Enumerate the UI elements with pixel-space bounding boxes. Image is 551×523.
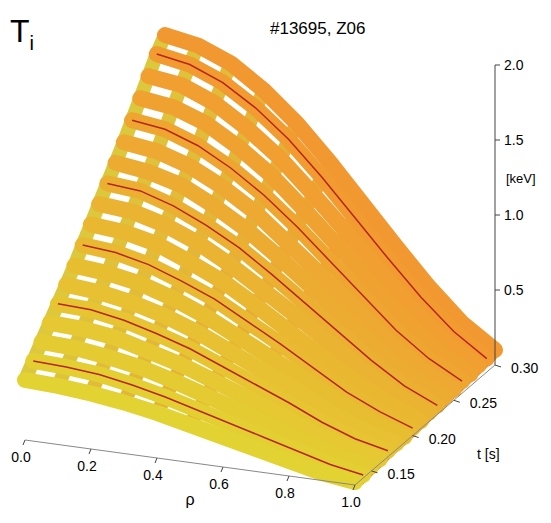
svg-text:0.20: 0.20 [429, 431, 456, 447]
svg-text:0.25: 0.25 [470, 395, 497, 411]
svg-text:1.0: 1.0 [504, 207, 524, 223]
svg-text:0.4: 0.4 [143, 467, 163, 483]
svg-text:2.0: 2.0 [504, 57, 524, 73]
svg-text:1.5: 1.5 [504, 132, 524, 148]
svg-text:1.0: 1.0 [341, 494, 361, 510]
svg-text:0.5: 0.5 [504, 282, 524, 298]
svg-text:t [s]: t [s] [477, 446, 500, 462]
svg-text:0.15: 0.15 [387, 466, 414, 482]
svg-text:0.8: 0.8 [275, 485, 295, 501]
svg-text:#13695, Z06: #13695, Z06 [270, 19, 365, 38]
svg-text:Ti: Ti [10, 13, 34, 54]
svg-text:0.0: 0.0 [11, 449, 31, 465]
svg-text:[keV]: [keV] [506, 171, 536, 186]
svg-text:0.2: 0.2 [77, 458, 97, 474]
svg-text:0.30: 0.30 [511, 360, 538, 376]
svg-text:ρ: ρ [185, 491, 194, 508]
svg-text:0.6: 0.6 [209, 476, 229, 492]
